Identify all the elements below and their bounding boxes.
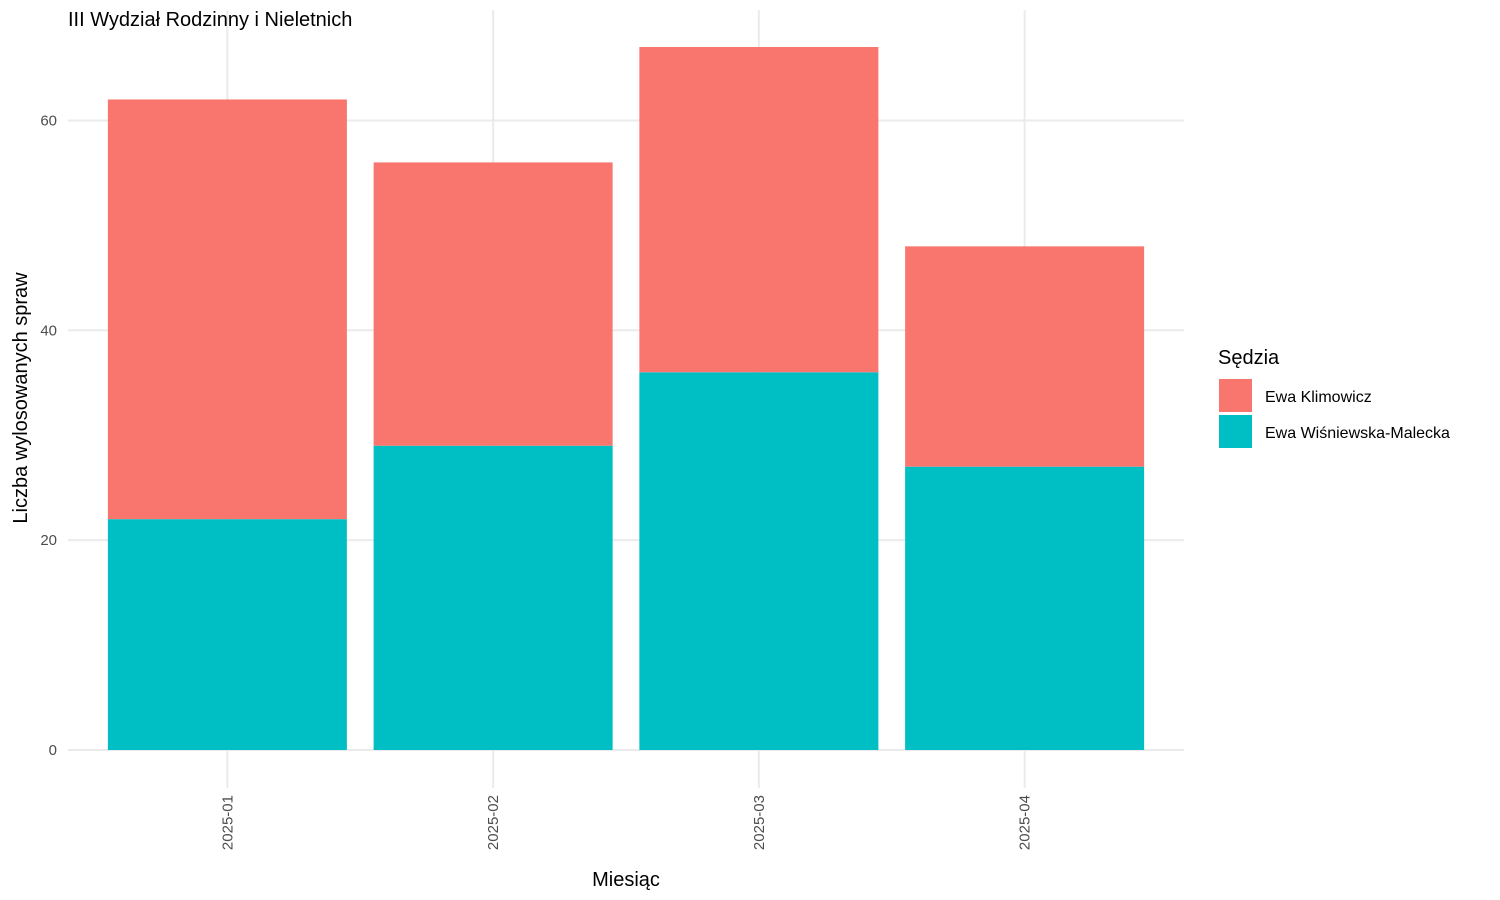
legend-items: Ewa Klimowicz Ewa Wiśniewska-Malecka <box>1219 379 1450 448</box>
bars-layer <box>107 47 1145 750</box>
bar-segment <box>905 466 1145 750</box>
legend: Sędzia Ewa Klimowicz Ewa Wiśniewska-Malec… <box>1218 347 1450 448</box>
legend-swatch <box>1219 415 1252 448</box>
x-tick-label: 2025-01 <box>219 795 236 850</box>
bar-segment <box>639 372 879 750</box>
legend-label: Ewa Wiśniewska-Malecka <box>1265 425 1450 442</box>
legend-swatch <box>1219 379 1252 412</box>
x-tick-label: 2025-02 <box>485 795 502 850</box>
bar-segment <box>373 445 613 750</box>
x-axis-title: Miesiąc <box>592 869 660 891</box>
y-axis-title: Liczba wylosowanych spraw <box>10 272 32 524</box>
x-tick-label: 2025-03 <box>751 795 768 850</box>
y-tick-label: 40 <box>40 322 57 339</box>
x-axis-ticks: 2025-01 2025-02 2025-03 2025-04 <box>219 795 1033 850</box>
y-tick-label: 60 <box>40 112 57 129</box>
y-axis-ticks: 0 20 40 60 <box>40 112 57 759</box>
legend-title: Sędzia <box>1218 347 1280 369</box>
y-tick-label: 20 <box>40 532 57 549</box>
bar-segment <box>107 519 347 750</box>
x-tick-label: 2025-04 <box>1017 795 1034 850</box>
bar-segment <box>639 47 879 373</box>
bar-segment <box>905 246 1145 467</box>
y-tick-label: 0 <box>49 742 57 759</box>
chart-title: III Wydział Rodzinny i Nieletnich <box>68 9 352 31</box>
bar-segment <box>107 99 347 520</box>
legend-label: Ewa Klimowicz <box>1265 389 1372 406</box>
bar-segment <box>373 162 613 446</box>
